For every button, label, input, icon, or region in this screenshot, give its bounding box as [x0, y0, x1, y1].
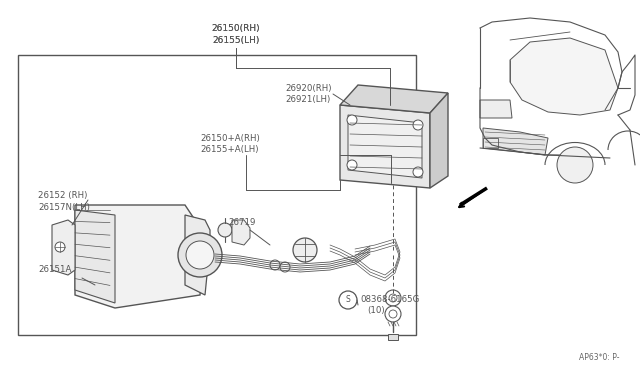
- Circle shape: [347, 115, 357, 125]
- Circle shape: [413, 167, 423, 177]
- Text: (10): (10): [367, 307, 385, 315]
- Polygon shape: [483, 138, 498, 148]
- Text: 26152 (RH): 26152 (RH): [38, 190, 88, 199]
- Text: 26150(RH): 26150(RH): [212, 23, 260, 32]
- Polygon shape: [340, 85, 448, 113]
- Polygon shape: [185, 215, 210, 295]
- Polygon shape: [75, 210, 115, 303]
- Circle shape: [55, 242, 65, 252]
- Text: 26155(LH): 26155(LH): [212, 35, 260, 45]
- Text: 26155+A(LH): 26155+A(LH): [200, 144, 259, 154]
- Polygon shape: [340, 105, 430, 188]
- Polygon shape: [232, 220, 250, 245]
- Circle shape: [178, 233, 222, 277]
- Polygon shape: [510, 38, 618, 115]
- Circle shape: [270, 260, 280, 270]
- Text: S: S: [346, 295, 350, 305]
- Text: 26150+A(RH): 26150+A(RH): [200, 134, 260, 142]
- Text: 08368-6165G: 08368-6165G: [360, 295, 419, 305]
- Circle shape: [385, 306, 401, 322]
- Circle shape: [385, 290, 401, 306]
- Circle shape: [293, 238, 317, 262]
- Polygon shape: [52, 220, 75, 275]
- Text: 26150(RH): 26150(RH): [212, 23, 260, 32]
- Circle shape: [218, 223, 232, 237]
- Polygon shape: [480, 100, 512, 118]
- Text: 26920(RH): 26920(RH): [285, 83, 332, 93]
- Circle shape: [280, 262, 290, 272]
- Text: 26155(LH): 26155(LH): [212, 35, 260, 45]
- Polygon shape: [483, 128, 548, 155]
- Bar: [388, 334, 398, 340]
- Text: 26151A: 26151A: [38, 266, 72, 275]
- Circle shape: [347, 160, 357, 170]
- Text: 26719: 26719: [228, 218, 255, 227]
- Circle shape: [389, 294, 397, 302]
- Bar: [18, 55, 416, 335]
- Circle shape: [186, 241, 214, 269]
- Text: 26157N(LH): 26157N(LH): [38, 202, 90, 212]
- Circle shape: [413, 120, 423, 130]
- Polygon shape: [430, 93, 448, 188]
- Circle shape: [389, 310, 397, 318]
- Polygon shape: [75, 205, 205, 308]
- Circle shape: [339, 291, 357, 309]
- Text: 26921(LH): 26921(LH): [285, 94, 330, 103]
- Polygon shape: [348, 115, 422, 178]
- Circle shape: [557, 147, 593, 183]
- Text: AP63*0: P-: AP63*0: P-: [579, 353, 620, 362]
